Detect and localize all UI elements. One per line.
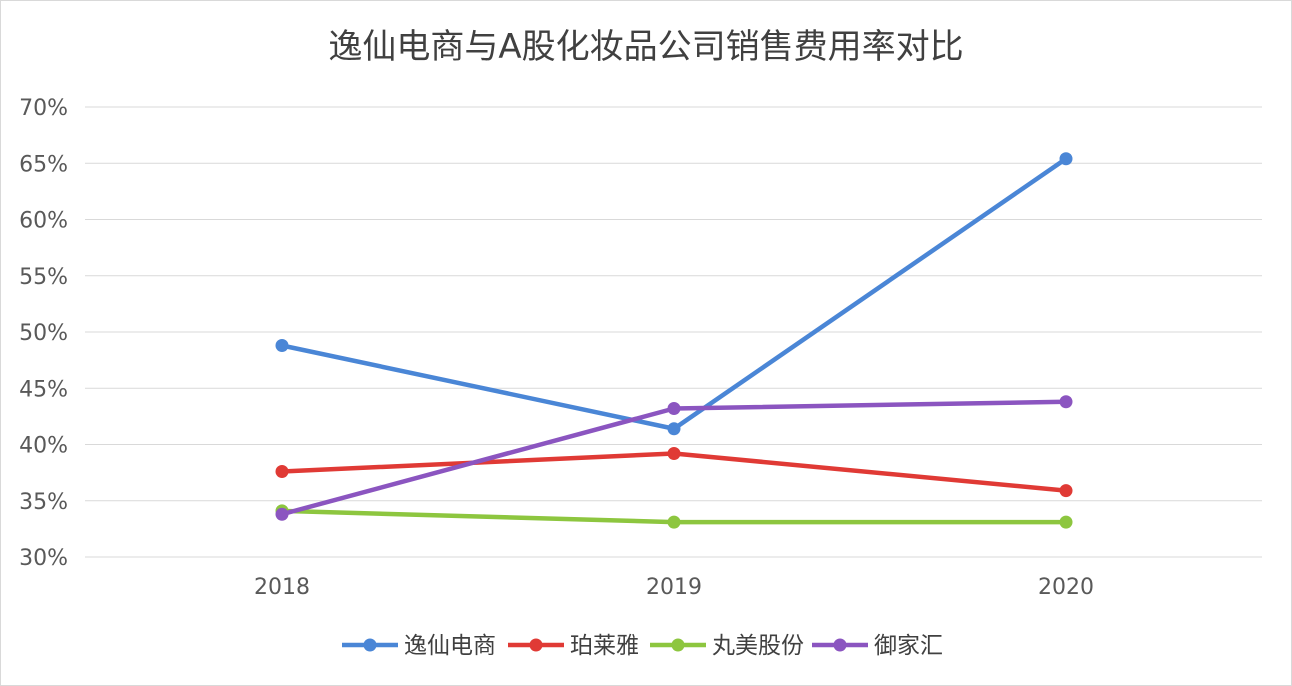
y-tick-label: 40%	[19, 434, 68, 459]
data-point	[275, 339, 289, 352]
legend-marker	[671, 638, 685, 652]
chart-title: 逸仙电商与A股化妆品公司销售费用率对比	[328, 27, 963, 67]
x-tick-label: 2018	[254, 575, 310, 600]
legend-marker	[529, 638, 543, 652]
y-tick-label: 35%	[19, 490, 68, 515]
legend-label: 逸仙电商	[404, 633, 496, 659]
data-point	[1059, 152, 1073, 166]
y-tick-label: 65%	[19, 152, 68, 177]
y-tick-label: 55%	[19, 265, 68, 290]
y-tick-label: 50%	[19, 321, 68, 346]
data-point	[1059, 515, 1073, 529]
data-point	[275, 465, 289, 478]
y-tick-label: 30%	[19, 546, 68, 571]
legend-label: 丸美股份	[712, 633, 804, 659]
x-tick-label: 2020	[1038, 575, 1094, 600]
legend-marker	[363, 638, 377, 652]
legend-label: 御家汇	[874, 633, 943, 659]
y-tick-label: 60%	[19, 209, 68, 234]
data-point	[1059, 395, 1073, 409]
y-tick-label: 45%	[19, 377, 68, 402]
x-tick-label: 2019	[646, 575, 702, 600]
data-point	[667, 422, 681, 436]
data-point	[667, 402, 681, 415]
y-tick-label: 70%	[19, 96, 68, 121]
data-point	[1059, 484, 1073, 498]
data-point	[275, 507, 289, 521]
data-point	[667, 447, 681, 460]
data-point	[667, 515, 681, 529]
legend-label: 珀莱雅	[570, 633, 639, 659]
legend-marker	[833, 638, 847, 652]
